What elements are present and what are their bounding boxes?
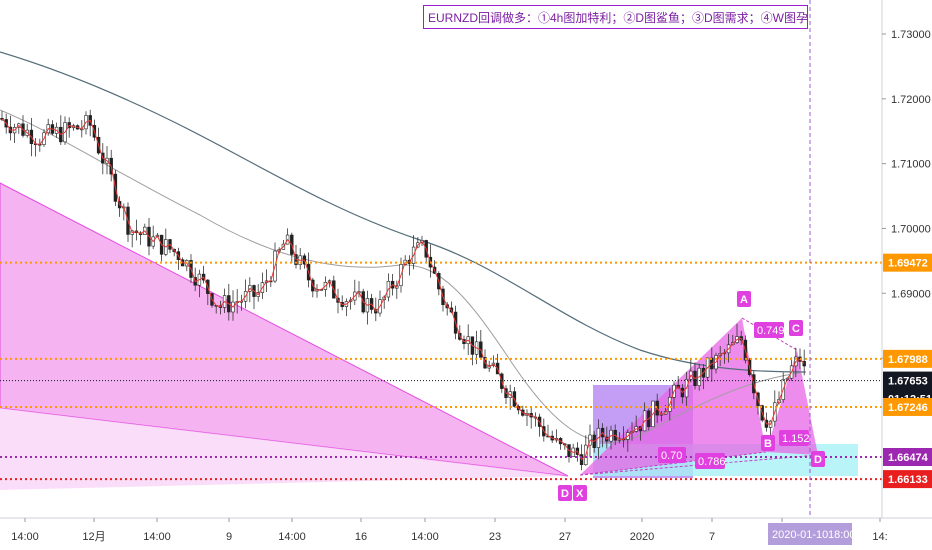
ratio-070: 0.70: [661, 450, 682, 462]
ratio-0749-tag: [754, 322, 784, 338]
ma-long: [0, 51, 807, 373]
current-time-label: 2020-01-10: [772, 529, 828, 541]
ma-mid: [0, 109, 807, 444]
price-level-label: 1.66133: [888, 474, 928, 486]
time-tick-label: 23: [489, 531, 501, 543]
point-shark-d-tag: [558, 485, 572, 501]
time-tick-label: 9: [226, 531, 232, 543]
time-tick-label: 7: [709, 531, 715, 543]
time-tick-label: 14:00: [411, 531, 439, 543]
time-tick-label: 16: [355, 531, 367, 543]
point-d-tag: [811, 451, 825, 467]
level-lines: [0, 261, 882, 481]
point-shark-d-label: D: [561, 488, 569, 500]
point-x-label: X: [576, 488, 584, 500]
price-level-label: 1.69472: [888, 258, 928, 270]
price-ticks: 1.730001.720001.710001.700001.690001.680…: [882, 29, 931, 365]
price-level-tag: [883, 349, 932, 368]
price-tick-label: 1.70000: [891, 223, 931, 235]
time-tick-label: 14:: [872, 531, 887, 543]
point-b-label: B: [764, 438, 772, 450]
price-level-tag: [883, 397, 932, 416]
pattern-labels: A B C D X D 0.749 1.152 0.70 0.786: [558, 291, 825, 501]
time-tick-label: 14:00: [143, 531, 171, 543]
ratio-0786: 0.786: [698, 456, 726, 468]
point-d-label: D: [814, 454, 822, 466]
price-level-label: 1.67653: [888, 376, 928, 388]
time-tick-label: 27: [559, 531, 571, 543]
time-tick-label: 14:00: [11, 531, 39, 543]
point-b-tag: [761, 435, 775, 451]
ma-short: [1, 118, 805, 461]
price-level-label: 1.67988: [888, 354, 928, 366]
gartley-bcd: [766, 350, 818, 455]
point-a-tag: [737, 291, 751, 307]
ratio-0749: 0.749: [757, 325, 785, 337]
ratio-0786-tag: [695, 453, 725, 469]
time-ticks[interactable]: 14:0012月14:00914:001614:0023272020714:00…: [11, 518, 888, 543]
time-tick-label: 2020: [630, 531, 654, 543]
point-c-tag: [789, 320, 803, 336]
ratio-1152-tag: [779, 430, 809, 446]
time-tick-label: 14:00: [278, 531, 306, 543]
price-tick-label: 1.71000: [891, 159, 931, 171]
price-tick-label: 1.73000: [891, 29, 931, 41]
ratio-1152: 1.152: [782, 433, 810, 445]
ratio-070-tag: [658, 447, 686, 463]
price-level-tag: [883, 448, 932, 466]
current-time-tag: [768, 523, 852, 545]
price-level-label: 1.66474: [888, 452, 929, 464]
price-tick-label: 1.69000: [891, 288, 931, 300]
price-tick-label: 1.72000: [891, 94, 931, 106]
price-level-tags: 1.694721.679881.6765301:12:511.672461.66…: [883, 253, 932, 489]
price-level-tag: [883, 470, 932, 489]
point-c-label: C: [792, 323, 800, 335]
point-x-tag: [573, 485, 587, 501]
time-tick-label: 12月: [82, 531, 105, 543]
current-time-suffix: 18:00: [828, 529, 856, 541]
price-level-label: 1.67246: [888, 402, 928, 414]
strategy-annotation[interactable]: EURNZD回调做多：①4h图加特利；②D图鲨鱼；③D图需求；④W图孕线上破。: [423, 5, 808, 29]
price-level-tag: [883, 253, 932, 272]
point-a-label: A: [740, 294, 748, 306]
shark-pattern-leg-lower: [0, 408, 568, 490]
